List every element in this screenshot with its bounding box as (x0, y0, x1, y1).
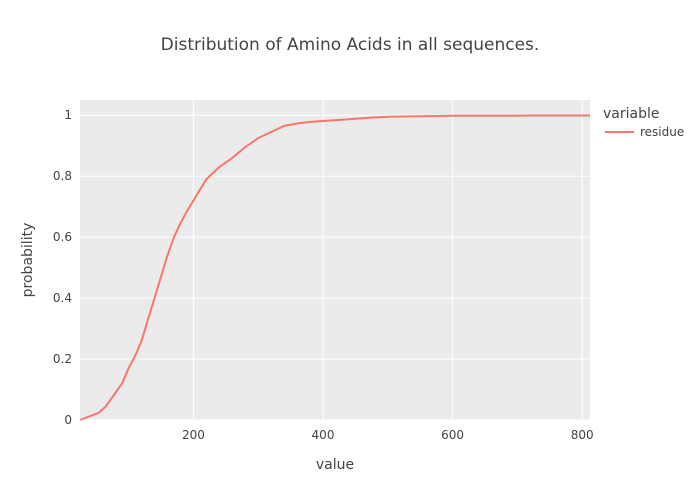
y-tick-label: 0.6 (53, 230, 72, 244)
y-tick-label: 0 (64, 413, 72, 427)
y-tick-label: 0.4 (53, 291, 72, 305)
x-tick-label: 200 (182, 428, 205, 442)
plot-area (80, 100, 590, 420)
series-line-residue (79, 114, 590, 421)
gridlines (80, 100, 590, 421)
legend-label-residue: residue (640, 125, 684, 139)
y-tick-label: 0.2 (53, 352, 72, 366)
series-layer (79, 114, 590, 421)
x-tick-label: 400 (312, 428, 335, 442)
y-tick-label: 0.8 (53, 169, 72, 183)
x-tick-label: 600 (441, 428, 464, 442)
x-tick-label: 800 (571, 428, 594, 442)
legend: variable residue (603, 106, 684, 139)
tick-labels: 0 0.2 0.4 0.6 0.8 1 200 400 600 800 (53, 108, 594, 442)
x-axis-title: value (316, 457, 354, 473)
y-tick-label: 1 (64, 108, 72, 122)
legend-title: variable (603, 106, 659, 122)
y-axis-title: probability (20, 223, 36, 298)
chart-title: Distribution of Amino Acids in all seque… (161, 35, 540, 55)
